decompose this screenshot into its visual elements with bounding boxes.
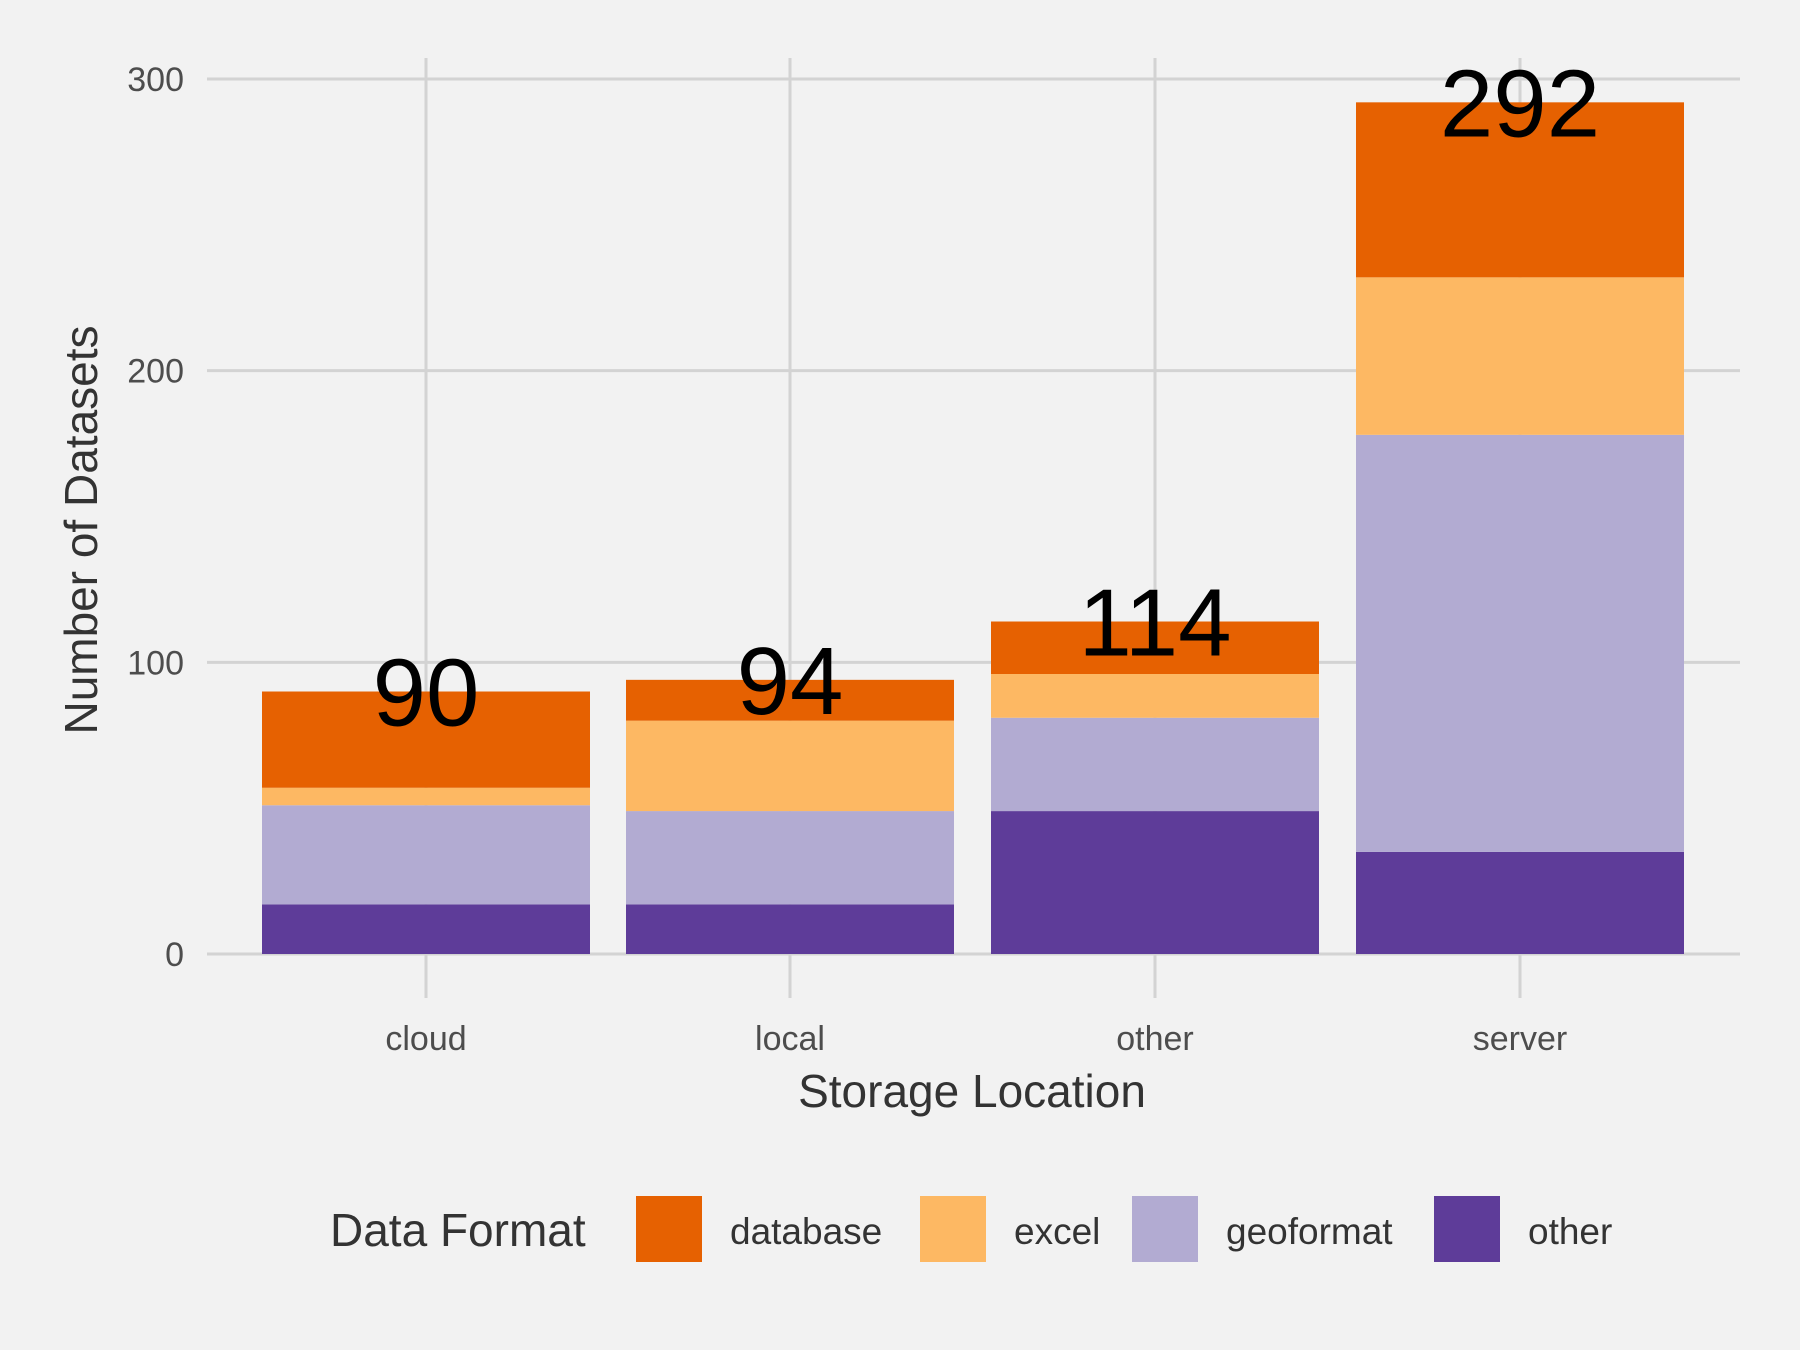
y-tick-label-300: 300 [127,61,184,99]
y-axis-title: Number of Datasets [55,325,107,734]
bar-cloud-excel [262,787,590,806]
x-tick-label-other: other [1116,1020,1194,1058]
bar-local-other [626,904,954,954]
legend-swatch-geoformat [1132,1196,1198,1262]
y-tick-label-200: 200 [127,353,184,391]
bar-local-geoformat [626,811,954,905]
total-label-cloud: 90 [373,640,480,747]
bar-server-excel [1356,277,1684,435]
legend-swatch-excel [920,1196,986,1262]
total-labels: 90 94 114 292 [373,50,1600,746]
x-tick-label-local: local [755,1020,825,1058]
bar-server-other [1356,851,1684,954]
total-label-other: 114 [1078,570,1231,677]
legend-swatch-database [636,1196,702,1262]
bars [262,102,1684,954]
total-label-local: 94 [737,628,844,735]
bar-cloud-database [262,691,590,788]
legend-label-database: database [730,1211,882,1252]
bar-local-excel [626,720,954,812]
x-tick-label-cloud: cloud [385,1020,466,1058]
bar-other-geoformat [991,717,1319,812]
x-tick-label-server: server [1473,1020,1567,1058]
bar-other-excel [991,674,1319,718]
bar-other-database [991,621,1319,674]
bar-local-database [626,679,954,721]
y-axis-tick-labels: 0 100 200 300 [127,61,184,974]
bar-cloud-geoformat [262,805,590,905]
bar-server-database [1356,102,1684,278]
legend-label-other: other [1528,1211,1612,1252]
legend-swatch-other [1434,1196,1500,1262]
y-tick-label-0: 0 [165,936,184,974]
x-axis-tick-labels: cloud local other server [385,1020,1567,1058]
legend-title: Data Format [330,1204,586,1256]
y-tick-label-100: 100 [127,644,184,682]
x-axis-title: Storage Location [798,1065,1146,1117]
legend: Data Format database excel geoformat other [330,1196,1612,1262]
bar-server-geoformat [1356,434,1684,852]
bar-cloud-other [262,904,590,954]
total-label-server: 292 [1440,50,1600,157]
legend-label-excel: excel [1014,1211,1100,1252]
bar-other-other [991,811,1319,954]
legend-label-geoformat: geoformat [1226,1211,1393,1252]
